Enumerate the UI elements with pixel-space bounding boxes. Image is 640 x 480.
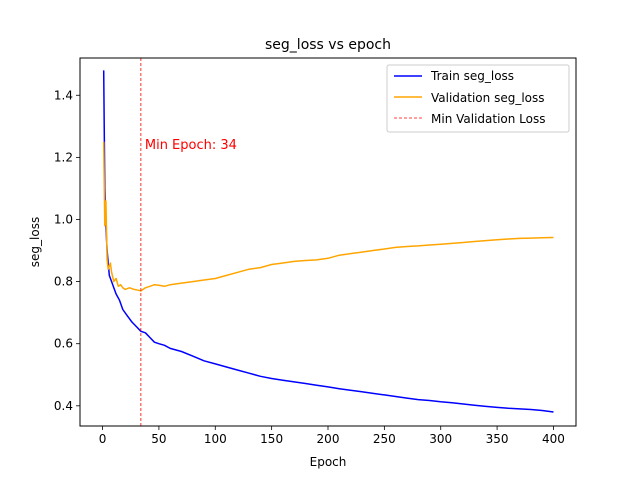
y-tick-label: 1.4 xyxy=(54,88,73,102)
legend-label-train: Train seg_loss xyxy=(430,69,514,83)
x-tick-label: 200 xyxy=(317,432,340,446)
y-tick-label: 1.2 xyxy=(54,150,73,164)
series-line-1 xyxy=(102,141,554,292)
series-line-0 xyxy=(102,70,554,413)
x-tick-label: 0 xyxy=(99,432,107,446)
axis-ticks: 0 50 100 150 200 250 300 350 400 0.4 0.6 0.8 1.0 1.2 1… xyxy=(54,88,565,446)
x-tick-label: 350 xyxy=(486,432,509,446)
x-tick-label: 50 xyxy=(151,432,166,446)
legend-label-validation: Validation seg_loss xyxy=(431,91,545,105)
y-tick-label: 1.0 xyxy=(54,212,73,226)
x-axis-title: Epoch xyxy=(310,455,347,469)
x-tick-label: 400 xyxy=(542,432,565,446)
x-tick-label: 150 xyxy=(260,432,283,446)
min-epoch-annotation: Min Epoch: 34 xyxy=(145,138,237,153)
legend-box xyxy=(386,64,570,133)
x-tick-label: 300 xyxy=(429,432,452,446)
x-tick-label: 100 xyxy=(204,432,227,446)
plot-frame xyxy=(79,57,577,427)
y-tick-label: 0.4 xyxy=(54,399,73,413)
y-tick-label: 0.8 xyxy=(54,275,73,289)
x-tick-label: 250 xyxy=(373,432,396,446)
legend-label-min-validation: Min Validation Loss xyxy=(431,112,546,126)
plot-area xyxy=(102,58,554,426)
legend: Train seg_loss Validation seg_loss Min V… xyxy=(386,64,570,133)
y-tick-label: 0.6 xyxy=(54,337,73,351)
chart-title: seg_loss vs epoch xyxy=(265,37,391,53)
y-axis-title: seg_loss xyxy=(28,217,42,267)
